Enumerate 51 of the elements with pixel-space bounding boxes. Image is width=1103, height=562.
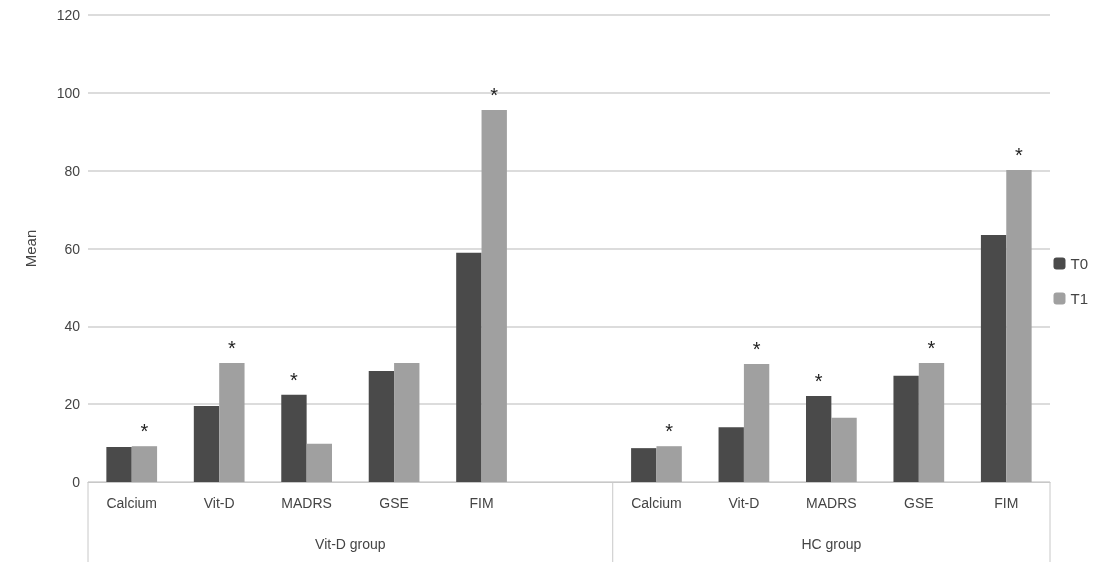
legend-label: T1	[1070, 290, 1089, 307]
data-label: *	[752, 338, 761, 361]
bar	[131, 446, 158, 482]
x-tick-label: FIM	[994, 495, 1019, 511]
bar	[368, 371, 395, 482]
bar	[831, 417, 857, 482]
y-tick-label: 60	[64, 240, 81, 257]
x-tick-label: FIM	[469, 495, 494, 511]
data-label: *	[227, 336, 236, 359]
x-tick-label: GSE	[904, 495, 934, 511]
x-tick-label: Calcium	[106, 495, 158, 511]
x-tick-label: GSE	[379, 495, 409, 511]
y-tick-label: 40	[64, 318, 81, 335]
x-tick-label: Vit-D	[728, 495, 760, 511]
data-label: *	[490, 83, 499, 106]
bar	[656, 446, 682, 482]
bar	[394, 362, 420, 482]
y-tick-label: 20	[64, 396, 81, 413]
y-tick-label: 0	[72, 474, 81, 490]
bar	[106, 446, 132, 482]
bar	[306, 443, 332, 482]
data-label: *	[1015, 143, 1024, 166]
legend-label: T0	[1070, 255, 1089, 272]
bar	[219, 362, 245, 482]
bar	[918, 362, 945, 482]
bar	[1006, 169, 1032, 482]
data-label: *	[927, 336, 936, 359]
bar	[481, 109, 507, 482]
x-tick-label: MADRS	[806, 495, 857, 511]
data-label: *	[814, 369, 823, 392]
y-axis-title: Mean	[22, 229, 39, 268]
bar	[456, 252, 482, 482]
data-label: *	[140, 420, 149, 443]
bar	[631, 448, 657, 482]
y-tick-label: 120	[56, 7, 81, 23]
data-label: *	[665, 420, 674, 443]
x-tick-label: Calcium	[631, 495, 682, 511]
data-label: *	[290, 368, 299, 391]
bar	[718, 427, 744, 482]
bar	[980, 234, 1007, 482]
bar	[743, 364, 770, 482]
y-tick-label: 100	[56, 84, 81, 101]
bar	[193, 406, 220, 482]
bar	[281, 394, 307, 482]
x-tick-label: MADRS	[281, 495, 332, 511]
text: Vit-D group	[315, 536, 386, 552]
text: HC group	[801, 536, 862, 552]
y-tick-label: 80	[64, 162, 81, 179]
bar	[893, 375, 919, 482]
bar	[806, 395, 832, 482]
x-tick-label: Vit-D	[203, 495, 235, 511]
